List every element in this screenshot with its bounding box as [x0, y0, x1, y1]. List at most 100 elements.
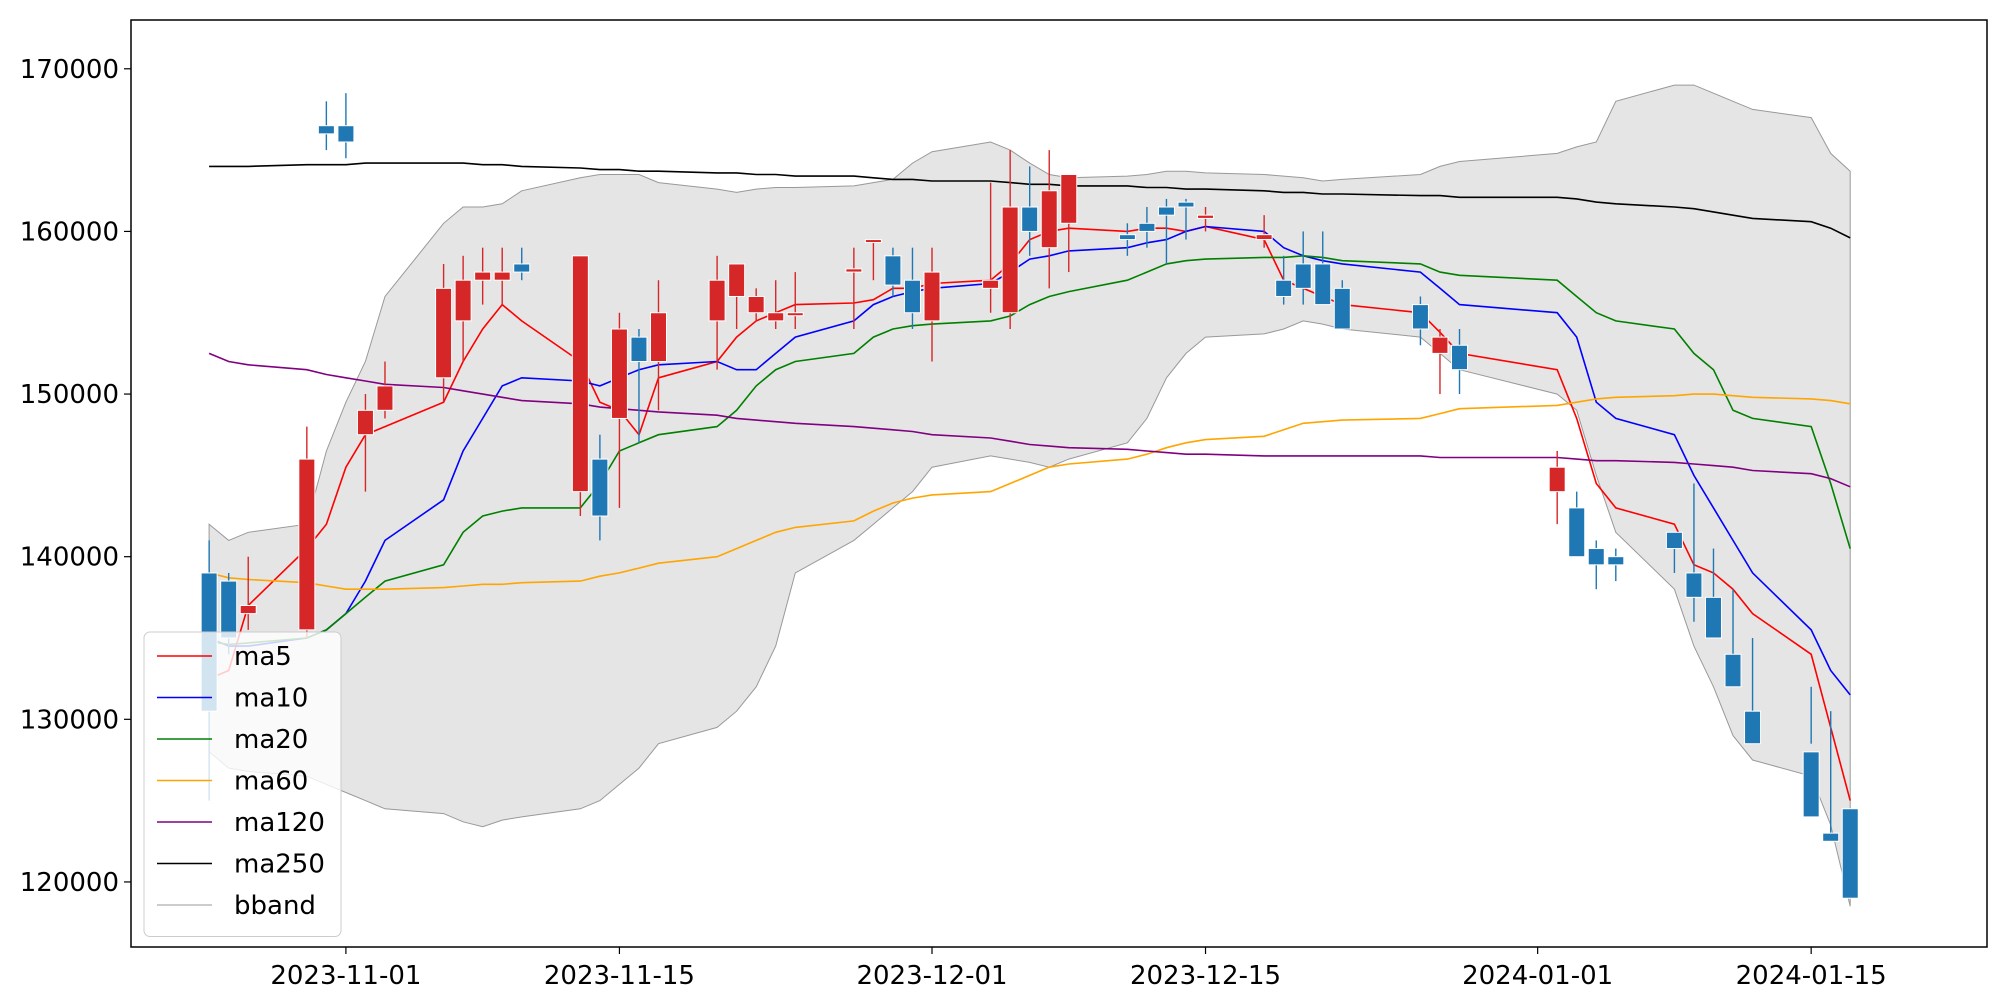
candle-body [1001, 206, 1019, 314]
candle [1197, 207, 1215, 232]
candle [298, 426, 316, 638]
candle-body [903, 279, 921, 314]
legend-label: ma5 [234, 642, 292, 672]
bband-layer [208, 84, 1851, 907]
candle [571, 255, 589, 517]
candle [1138, 207, 1156, 248]
series-line-ma10 [208, 225, 1851, 696]
series-line-ma250 [209, 162, 1851, 239]
legend: ma5 ma10 ma20 ma60 ma120 ma250 bband [143, 631, 342, 937]
candle-body [1685, 572, 1703, 598]
y-axis: 120000 130000 140000 150000 160000 170000 [20, 55, 131, 898]
moving-average-layer [208, 162, 1851, 801]
candle-body [1021, 206, 1039, 232]
candle [1451, 329, 1469, 395]
candle [845, 247, 863, 329]
candle-body [1704, 596, 1722, 639]
candle [747, 288, 765, 321]
candle-body [1607, 556, 1625, 566]
candle [649, 280, 667, 411]
x-tick-label: 2024-01-15 [1736, 961, 1887, 991]
candle [1060, 174, 1078, 273]
candle-body [298, 458, 316, 631]
candle [1685, 483, 1703, 622]
candle [1411, 296, 1429, 346]
candle-body [1411, 304, 1429, 330]
candle [923, 247, 941, 362]
candle [356, 394, 374, 492]
candle [786, 272, 804, 329]
candle-body [649, 312, 667, 363]
candle [728, 263, 746, 329]
candle [493, 247, 511, 305]
x-tick-label: 2023-12-01 [856, 961, 1007, 991]
candle [1157, 198, 1175, 264]
y-tick-label: 150000 [20, 380, 119, 410]
legend-entry-ma60: ma60 [157, 767, 308, 797]
y-tick-label: 140000 [20, 543, 119, 573]
candle-body [786, 312, 804, 317]
candle-body [708, 279, 726, 322]
candle [1177, 198, 1195, 240]
y-tick-label: 130000 [20, 705, 119, 735]
candle-body [435, 287, 453, 379]
candle-body [356, 409, 374, 436]
candle [1841, 808, 1859, 899]
candle-body [239, 604, 257, 615]
candle [1431, 329, 1449, 395]
candle-body [845, 268, 863, 273]
candle-body [1744, 710, 1762, 745]
candle-body [1255, 234, 1273, 241]
candle-body [630, 336, 648, 363]
candle-body [493, 271, 511, 281]
x-axis: 2023-11-01 2023-11-15 2023-12-01 2023-12-15… [270, 947, 1887, 991]
candle-body [1431, 336, 1449, 354]
candle [474, 247, 492, 305]
x-tick-label: 2023-11-15 [544, 961, 695, 991]
candle [864, 239, 882, 281]
candle-body [1197, 214, 1215, 219]
legend-label: ma60 [234, 767, 308, 797]
candle-body [1138, 222, 1156, 232]
y-tick-label: 170000 [20, 55, 119, 85]
candle [1275, 255, 1293, 305]
candle [1607, 548, 1625, 582]
series-line-ma5 [208, 225, 1851, 801]
candle-body [591, 458, 609, 517]
candle-body [1548, 466, 1566, 493]
candle-body [1060, 174, 1078, 224]
candle [767, 280, 785, 329]
candle-body [317, 125, 335, 135]
candle [610, 312, 628, 508]
candle-body [376, 385, 394, 411]
candle [1744, 638, 1762, 745]
candle [1724, 589, 1742, 688]
candle-body [728, 263, 746, 297]
candle-body [513, 263, 531, 273]
candle-body [337, 125, 355, 143]
y-tick-label: 120000 [20, 868, 119, 898]
candle-body [923, 271, 941, 322]
candle [1587, 540, 1605, 590]
candle [513, 247, 531, 281]
candle-body [1177, 201, 1195, 208]
candle-body [1802, 751, 1820, 818]
candle [884, 247, 902, 297]
legend-entry-ma5: ma5 [157, 642, 292, 672]
candle [337, 93, 355, 159]
series-line-ma60 [208, 393, 1851, 591]
legend-entry-ma120: ma120 [157, 808, 325, 838]
candle-body [1451, 344, 1469, 371]
candle-body [767, 312, 785, 322]
candle [1314, 231, 1332, 306]
candle [454, 255, 472, 362]
x-tick-label: 2023-11-01 [270, 961, 421, 991]
candle [1822, 711, 1840, 842]
candle-body [864, 239, 882, 244]
candle [1665, 531, 1683, 573]
legend-entry-bband: bband [157, 891, 316, 921]
legend-entry-ma250: ma250 [157, 850, 325, 880]
candle-body [220, 580, 238, 639]
candle [1255, 215, 1273, 248]
candle [1333, 280, 1351, 330]
